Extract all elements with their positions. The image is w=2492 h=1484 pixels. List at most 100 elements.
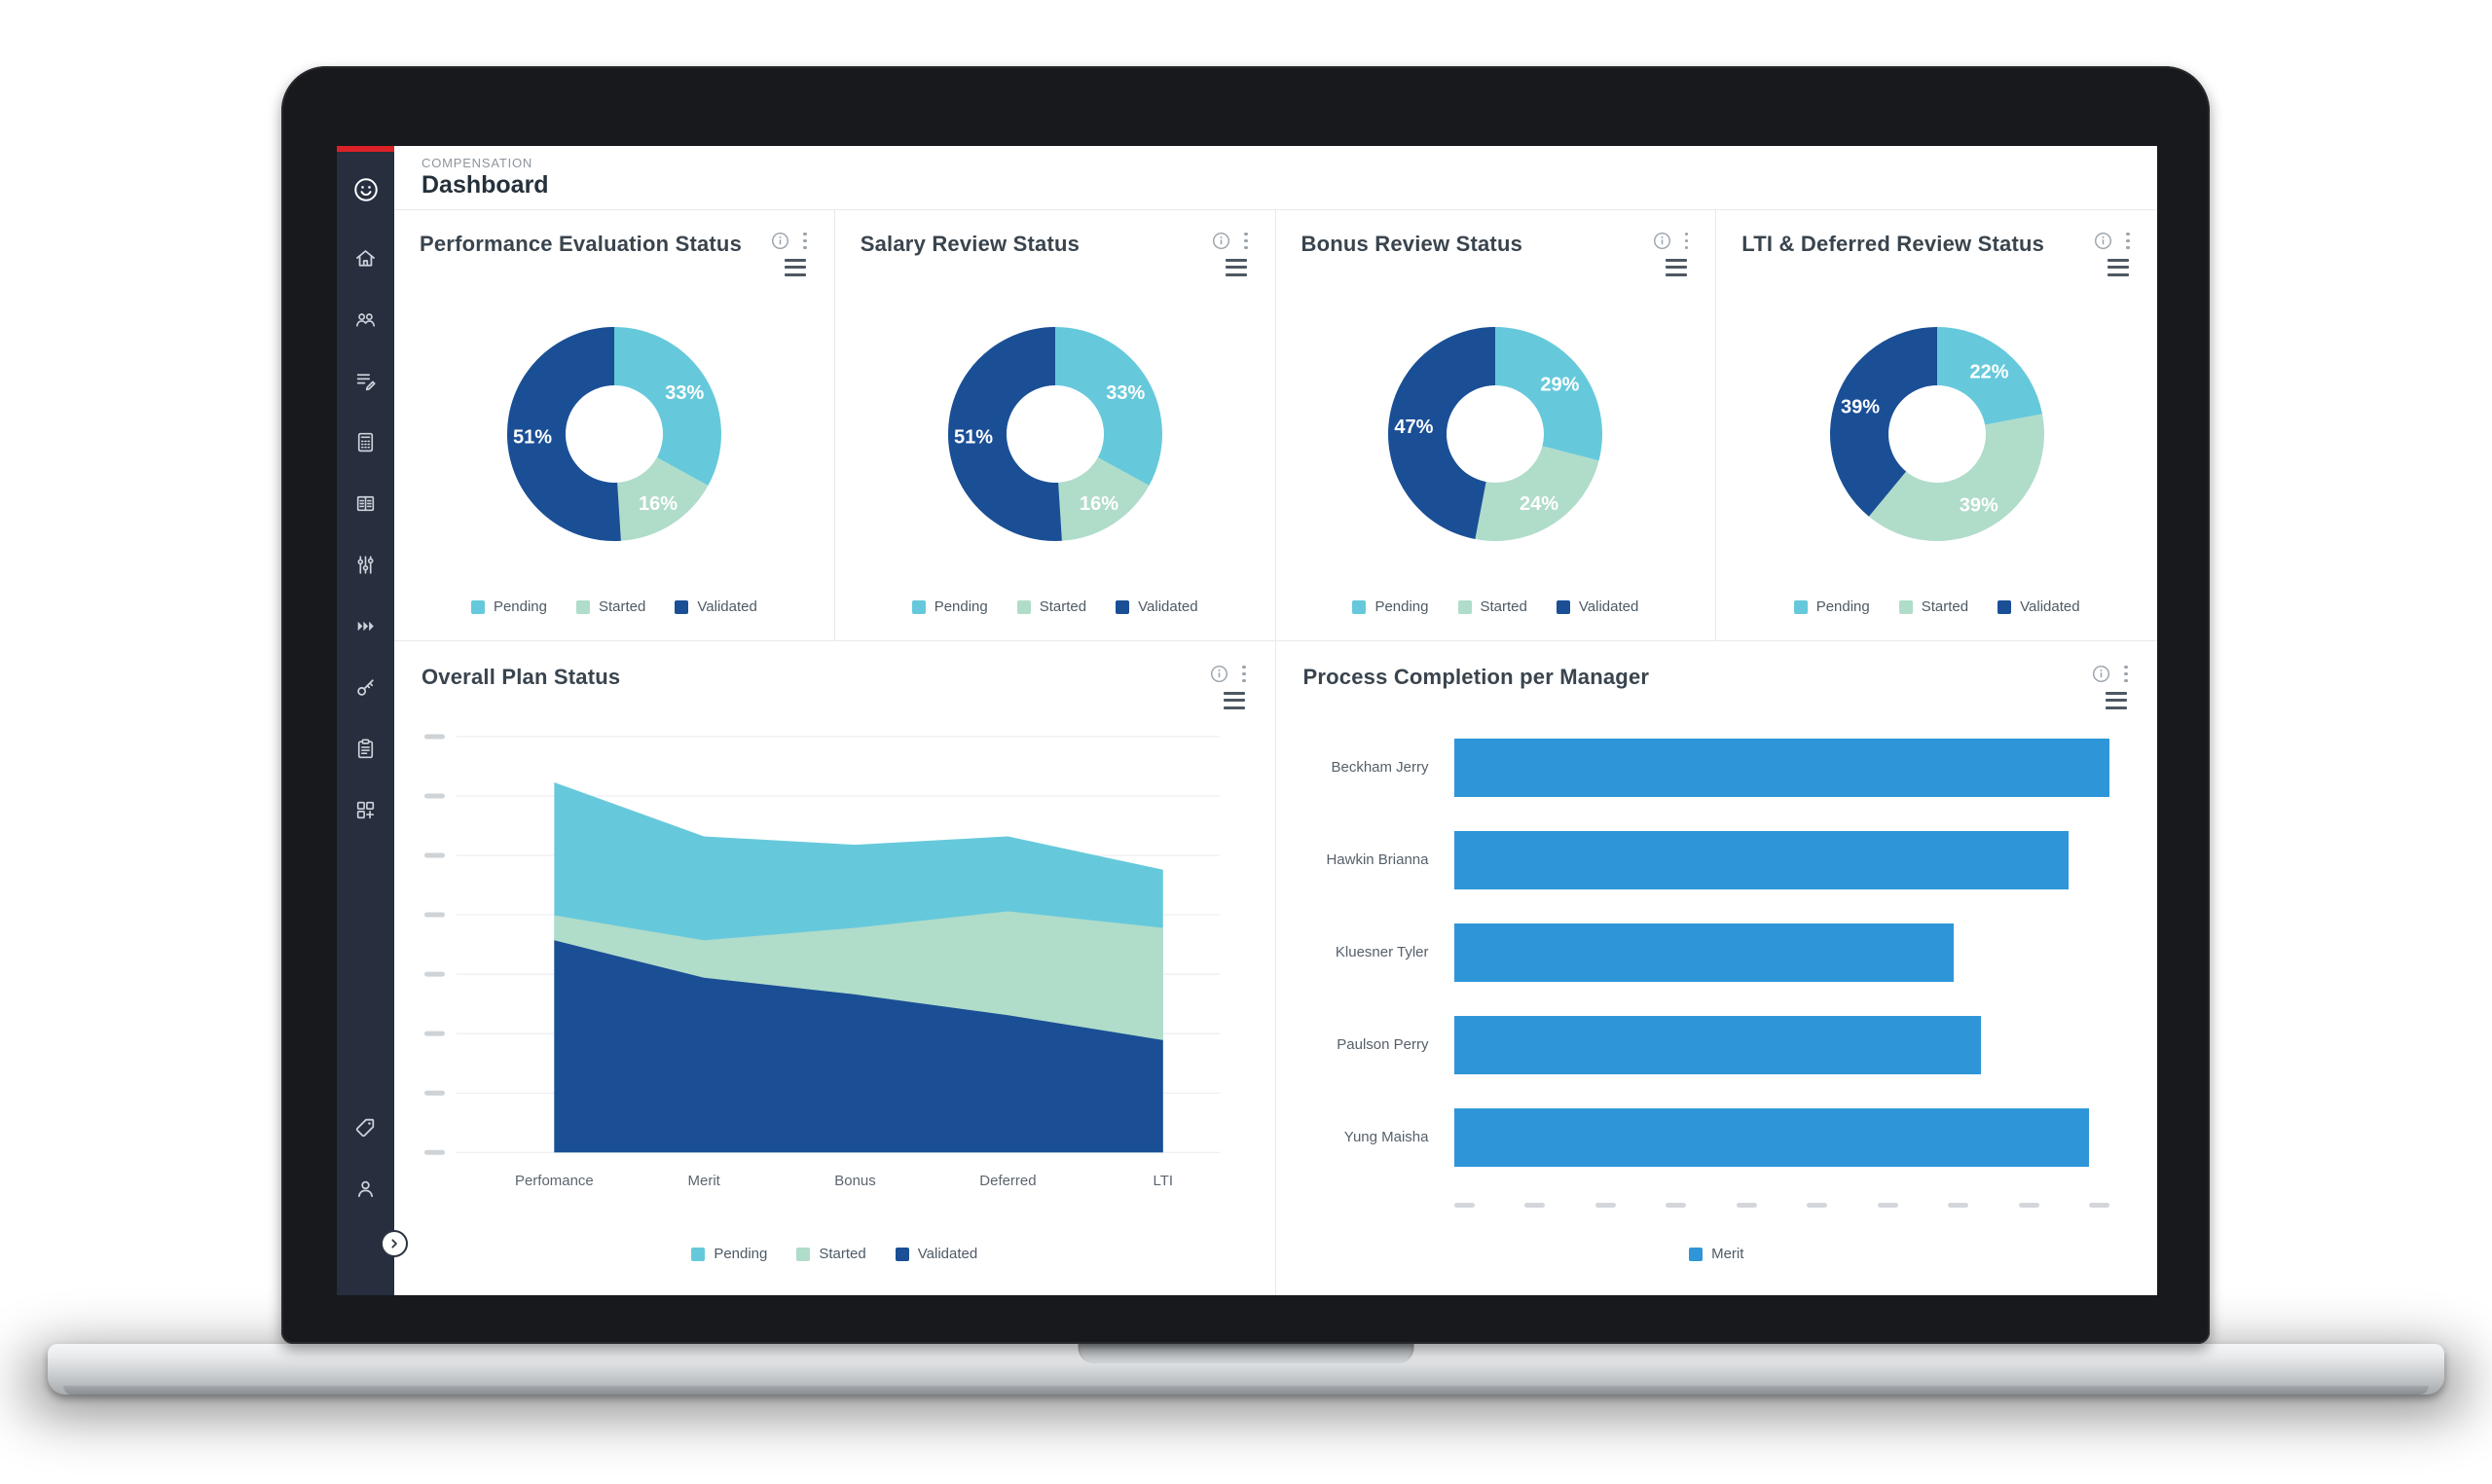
legend-item-validated[interactable]: Validated: [675, 598, 757, 615]
donut-slice-pending[interactable]: [1936, 326, 2042, 425]
info-icon[interactable]: [771, 232, 789, 250]
sidebar-item-widgets[interactable]: [337, 779, 394, 841]
card-bonus-review-status: Bonus Review Status 29% 24% 47%: [1275, 210, 1717, 641]
legend-item-pending[interactable]: Pending: [1793, 598, 1870, 615]
bar-merit[interactable]: [1453, 1107, 2090, 1167]
x-axis-label: Perfomance: [515, 1173, 594, 1189]
sidebar-item-fast-forward[interactable]: [337, 596, 394, 657]
key-icon: [353, 675, 378, 700]
chart-menu-icon[interactable]: [2107, 258, 2129, 276]
sidebar-item-team[interactable]: [337, 289, 394, 350]
donut-slice-pending[interactable]: [1054, 326, 1162, 486]
area-chart-svg: Perfomance Merit Bonus Deferred LTI: [424, 734, 1221, 1189]
clipboard-icon: [353, 737, 378, 761]
sidebar-item-table-columns[interactable]: [337, 473, 394, 534]
legend-item-pending[interactable]: Pending: [1352, 598, 1429, 615]
legend-item-validated[interactable]: Validated: [895, 1246, 978, 1262]
sidebar-expand-button[interactable]: [381, 1230, 408, 1257]
chart-menu-icon[interactable]: [1225, 258, 1247, 276]
more-options-icon[interactable]: [1240, 663, 1248, 685]
legend-item-started[interactable]: Started: [576, 598, 645, 615]
info-icon[interactable]: [1210, 665, 1228, 683]
legend-item-validated[interactable]: Validated: [1116, 598, 1198, 615]
bar-row: Yung Maisha: [1303, 1107, 2131, 1167]
manager-name-label: Hawkin Brianna: [1326, 851, 1429, 869]
legend-item-started[interactable]: Started: [1016, 598, 1086, 615]
slice-value-label: 33%: [1106, 382, 1145, 404]
bar-row: Kluesner Tyler: [1303, 923, 2131, 982]
main-content: COMPENSATION Dashboard Performance Evalu…: [394, 146, 2157, 1295]
sidebar-item-key[interactable]: [337, 657, 394, 718]
donut-slice-started[interactable]: [617, 457, 709, 541]
donut-chart-svg: 33% 16% 51%: [947, 326, 1162, 541]
donut-slice-started[interactable]: [1057, 457, 1150, 541]
more-options-icon[interactable]: [1683, 230, 1691, 252]
y-axis-tick: [424, 971, 445, 977]
sidebar-item-calculator[interactable]: [337, 412, 394, 473]
laptop-base: [48, 1344, 2444, 1394]
chart-legend: Pending Started Validated: [420, 591, 809, 627]
info-icon[interactable]: [2094, 232, 2112, 250]
sidebar-item-filter-sliders[interactable]: [337, 534, 394, 596]
legend-item-validated[interactable]: Validated: [1997, 598, 2080, 615]
slice-value-label: 39%: [1841, 396, 1880, 417]
chart-menu-icon[interactable]: [784, 258, 806, 276]
legend-item-pending[interactable]: Pending: [691, 1246, 767, 1262]
sidebar-item-home[interactable]: [337, 228, 394, 289]
chart-menu-icon[interactable]: [1223, 691, 1245, 709]
donut-slice-pending[interactable]: [613, 326, 721, 486]
legend-item-started[interactable]: Started: [1457, 598, 1527, 615]
card-title: Bonus Review Status: [1301, 232, 1523, 256]
donut-slice-validated[interactable]: [506, 326, 621, 541]
card-title: Process Completion per Manager: [1302, 665, 1650, 689]
legend-item-started[interactable]: Started: [1898, 598, 1968, 615]
sidebar-item-user[interactable]: [337, 1158, 394, 1219]
legend-label: Validated: [917, 1246, 978, 1262]
team-icon: [353, 308, 378, 332]
more-options-icon[interactable]: [2124, 230, 2132, 252]
x-axis-tick: [2018, 1202, 2039, 1208]
card-title: Performance Evaluation Status: [420, 232, 743, 256]
donut-slice-pending[interactable]: [1495, 326, 1603, 461]
legend-item-validated[interactable]: Validated: [1556, 598, 1638, 615]
card-title: Overall Plan Status: [421, 665, 621, 689]
bar-row: Hawkin Brianna: [1303, 830, 2131, 889]
info-icon[interactable]: [2092, 665, 2110, 683]
chevron-right-icon: [386, 1236, 402, 1251]
axis-spacer: [1303, 1203, 1454, 1209]
donut-slice-started[interactable]: [1868, 414, 2044, 541]
legend-item-pending[interactable]: Pending: [911, 598, 988, 615]
x-axis-tick: [1948, 1202, 1969, 1208]
fast-forward-icon: [353, 614, 378, 638]
legend-item-merit[interactable]: Merit: [1689, 1246, 1743, 1262]
calculator-icon: [353, 430, 378, 454]
donut-slice-validated[interactable]: [1388, 326, 1496, 540]
donut-slice-started[interactable]: [1475, 446, 1599, 541]
sidebar-item-document-review[interactable]: [337, 350, 394, 412]
chart-menu-icon[interactable]: [2106, 691, 2127, 709]
bar-merit[interactable]: [1453, 830, 2070, 889]
sidebar-item-tag[interactable]: [337, 1097, 394, 1158]
info-icon[interactable]: [1653, 232, 1671, 250]
bar-merit[interactable]: [1453, 923, 1955, 982]
legend-item-pending[interactable]: Pending: [470, 598, 547, 615]
legend-label: Pending: [934, 598, 988, 615]
more-options-icon[interactable]: [1242, 230, 1250, 252]
bar-merit[interactable]: [1453, 1015, 1982, 1074]
slice-value-label: 51%: [513, 427, 552, 449]
bar-merit[interactable]: [1453, 738, 2110, 797]
area-series-validated[interactable]: [554, 940, 1163, 1153]
info-icon[interactable]: [1212, 232, 1230, 250]
sidebar-item-clipboard[interactable]: [337, 718, 394, 779]
more-options-icon[interactable]: [801, 230, 809, 252]
y-axis-tick: [424, 1090, 445, 1096]
chart-menu-icon[interactable]: [1666, 258, 1688, 276]
more-options-icon[interactable]: [2122, 663, 2130, 685]
x-axis-tick: [2089, 1202, 2110, 1208]
user-icon: [353, 1176, 378, 1201]
legend-swatch-validated: [1116, 599, 1130, 614]
donut-slice-validated[interactable]: [947, 326, 1062, 541]
donut-slice-validated[interactable]: [1829, 326, 1937, 517]
legend-item-started[interactable]: Started: [796, 1246, 866, 1262]
x-axis-label: Merit: [688, 1173, 721, 1189]
